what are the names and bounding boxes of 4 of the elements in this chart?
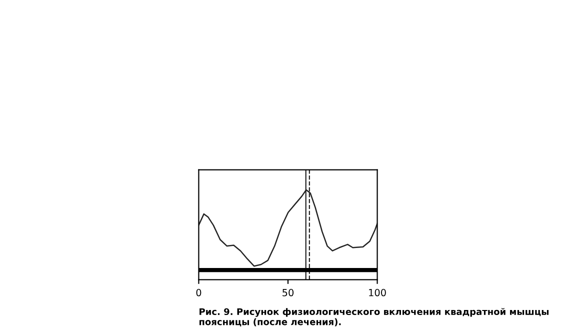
- x-tick-label: 0: [196, 288, 202, 296]
- x-tick-label: 100: [369, 288, 386, 296]
- x-tick-label: 50: [282, 288, 294, 296]
- text: Рис. 9. Рисунок физиологического включения квадратной мышцы поясницы (после лечения).: [199, 308, 549, 326]
